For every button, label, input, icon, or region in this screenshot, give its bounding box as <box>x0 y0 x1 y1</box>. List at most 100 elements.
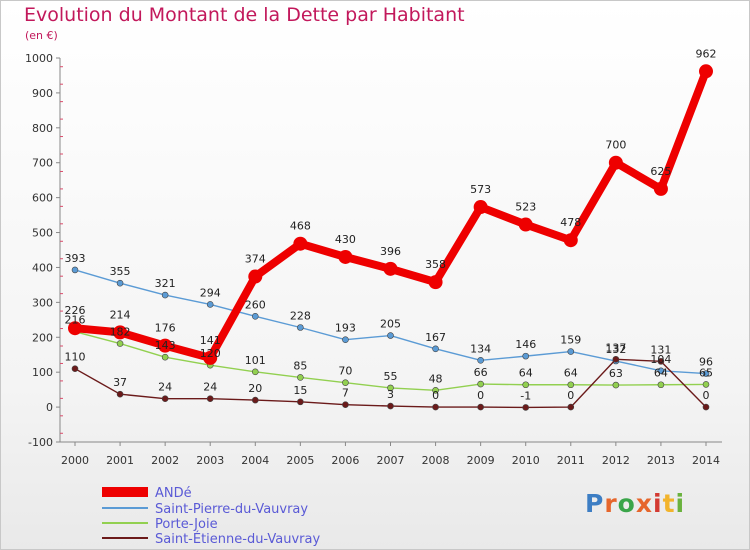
data-label: 159 <box>560 334 581 347</box>
y-tick-label: 900 <box>32 87 53 100</box>
x-axis-ticks: 2000 2001 2002 2003 2004 2005 2006 2007 2008 2009… <box>61 442 720 467</box>
x-tick-label: 2001 <box>106 454 134 467</box>
data-point <box>563 233 578 248</box>
data-label: 55 <box>384 370 398 383</box>
data-point <box>522 404 530 411</box>
y-tick-label: 1000 <box>25 52 53 65</box>
data-label: 3 <box>387 388 394 401</box>
data-point <box>477 357 484 364</box>
data-point <box>657 381 665 389</box>
data-label: 0 <box>703 389 710 402</box>
data-point <box>657 358 665 365</box>
data-point <box>251 368 259 376</box>
x-tick-label: 2005 <box>286 454 314 467</box>
data-point <box>206 301 214 308</box>
x-tick-label: 2006 <box>331 454 359 467</box>
data-point <box>608 155 623 170</box>
data-point <box>653 181 668 196</box>
logo-letter: t <box>662 489 676 518</box>
data-point <box>206 395 214 403</box>
data-label: 193 <box>335 322 356 335</box>
data-label: 64 <box>654 367 668 380</box>
logo-letter: P <box>585 489 605 518</box>
data-label: 37 <box>113 376 127 389</box>
data-label: 65 <box>699 366 713 379</box>
data-point <box>116 390 124 398</box>
chart-legend: ANDéSaint-Pierre-du-VauvrayPorte-JoieSai… <box>102 486 320 547</box>
data-point <box>522 352 530 360</box>
data-point <box>657 367 665 375</box>
data-point <box>297 324 304 331</box>
data-label: 355 <box>110 265 131 278</box>
x-tick-label: 2009 <box>467 454 495 467</box>
x-tick-label: 2010 <box>512 454 540 467</box>
data-point <box>702 370 710 377</box>
data-label: 85 <box>293 359 307 372</box>
data-label: 0 <box>432 389 439 402</box>
data-point <box>702 403 710 411</box>
x-tick-label: 2013 <box>647 454 675 467</box>
data-label: 478 <box>560 216 581 229</box>
data-label: 146 <box>515 338 536 351</box>
data-label: 104 <box>650 353 671 366</box>
data-label: 143 <box>155 339 176 352</box>
data-point <box>432 345 439 353</box>
data-point <box>432 387 439 394</box>
data-point <box>251 396 259 404</box>
y-tick-label: 0 <box>46 401 53 414</box>
y-axis-ticks: -100 0 100 200 300 400 500 600 700 800 900 1000 <box>25 52 63 449</box>
data-label: 137 <box>605 341 626 354</box>
data-label: 205 <box>380 318 401 331</box>
y-tick-label: 300 <box>32 296 53 309</box>
data-label: 523 <box>515 201 536 214</box>
data-label: 24 <box>158 381 172 394</box>
data-point <box>71 266 79 274</box>
legend-label: Saint-Pierre-du-Vauvray <box>155 502 308 517</box>
data-label: 15 <box>293 384 307 397</box>
data-point <box>161 291 169 299</box>
y-tick-label: 200 <box>32 331 53 344</box>
data-label: 182 <box>110 326 131 339</box>
data-label: 294 <box>200 286 221 299</box>
y-tick-label: 500 <box>32 227 53 240</box>
data-label: 110 <box>65 351 86 364</box>
y-tick-label: -100 <box>28 436 53 449</box>
legend-label: ANDé <box>155 486 192 501</box>
data-label: 468 <box>290 220 311 233</box>
data-label: 24 <box>203 381 217 394</box>
y-tick-label: 100 <box>32 366 53 379</box>
data-point <box>116 340 124 347</box>
data-point <box>297 398 304 406</box>
data-label: 120 <box>200 347 221 360</box>
data-point <box>699 64 713 79</box>
data-label: 63 <box>609 367 623 380</box>
data-point <box>477 403 484 411</box>
data-label: 64 <box>564 367 578 380</box>
chart-title: Evolution du Montant de la Dette par Hab… <box>24 4 465 26</box>
data-label: 131 <box>650 343 671 356</box>
x-tick-label: 2000 <box>61 454 89 467</box>
data-point <box>203 350 218 365</box>
data-point <box>116 279 124 287</box>
data-point <box>68 321 82 336</box>
data-label: 7 <box>342 387 349 400</box>
data-point <box>567 348 575 355</box>
data-label: 96 <box>699 356 713 369</box>
series-data-labels: 226 2141761413744684303963585735234787006… <box>65 47 717 402</box>
data-label: 20 <box>248 382 262 395</box>
x-tick-label: 2011 <box>557 454 585 467</box>
data-label: -1 <box>520 389 531 402</box>
x-tick-label: 2004 <box>241 454 269 467</box>
data-point <box>113 325 128 340</box>
y-tick-label: 600 <box>32 192 53 205</box>
logo-letter: r <box>604 489 618 518</box>
data-label: 132 <box>605 343 626 356</box>
y-tick-label: 800 <box>32 122 53 135</box>
proxiti-logo: Proxiti <box>585 489 685 518</box>
data-label: 0 <box>567 389 574 402</box>
logo-letter: i <box>675 489 686 518</box>
data-label: 101 <box>245 354 266 367</box>
y-tick-label: 700 <box>32 157 53 170</box>
